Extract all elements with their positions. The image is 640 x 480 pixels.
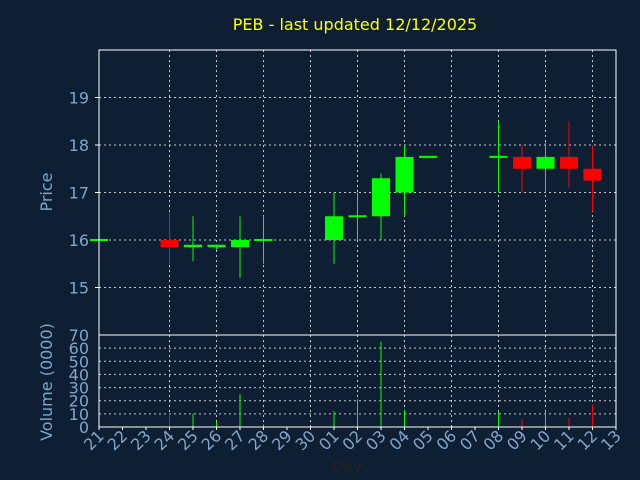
price-tick-label: 15 [69, 279, 89, 298]
candle-body [419, 155, 437, 158]
volume-axis-label: Volume (0000) [37, 323, 56, 441]
x-tick-label: 13 [597, 426, 625, 454]
price-tick-label: 17 [69, 184, 89, 203]
volume-panel-frame [98, 334, 617, 428]
candle-body [560, 156, 578, 169]
volume-series [169, 341, 593, 427]
candle-body [583, 168, 602, 181]
candle-body [489, 155, 508, 158]
volume-tick-label: 50 [69, 352, 89, 371]
price-tick-label: 19 [69, 89, 89, 108]
candle-body [160, 240, 179, 248]
volume-tick-label: 0 [79, 418, 89, 437]
candle-body [395, 156, 414, 193]
x-axis-ticks: 2122232425262728293001020304050607080910… [80, 426, 625, 454]
candle-body [254, 239, 273, 241]
volume-tick-label: 70 [69, 326, 89, 345]
price-y-ticks: 15 16 17 18 19 [69, 89, 99, 298]
price-axis-label: Price [37, 172, 56, 211]
chart-title: PEB - last updated 12/12/2025 [233, 15, 477, 34]
volume-tick-label: 30 [69, 379, 89, 398]
candle-body [207, 244, 226, 248]
candle-body [348, 215, 367, 218]
candle-body [325, 216, 343, 240]
volume-tick-label: 60 [69, 339, 89, 358]
candle-body [231, 240, 249, 248]
volume-tick-label: 20 [69, 392, 89, 411]
candle-body [372, 178, 390, 217]
candle-body [536, 156, 555, 169]
x-axis-label: Day [332, 458, 362, 476]
price-grid [99, 50, 616, 335]
candle-body [513, 156, 531, 169]
price-tick-label: 16 [69, 231, 89, 250]
volume-tick-label: 40 [69, 365, 89, 384]
price-tick-label: 18 [69, 136, 89, 155]
candlestick-series [90, 121, 602, 278]
candle-body [184, 244, 202, 248]
volume-tick-label: 10 [69, 405, 89, 424]
